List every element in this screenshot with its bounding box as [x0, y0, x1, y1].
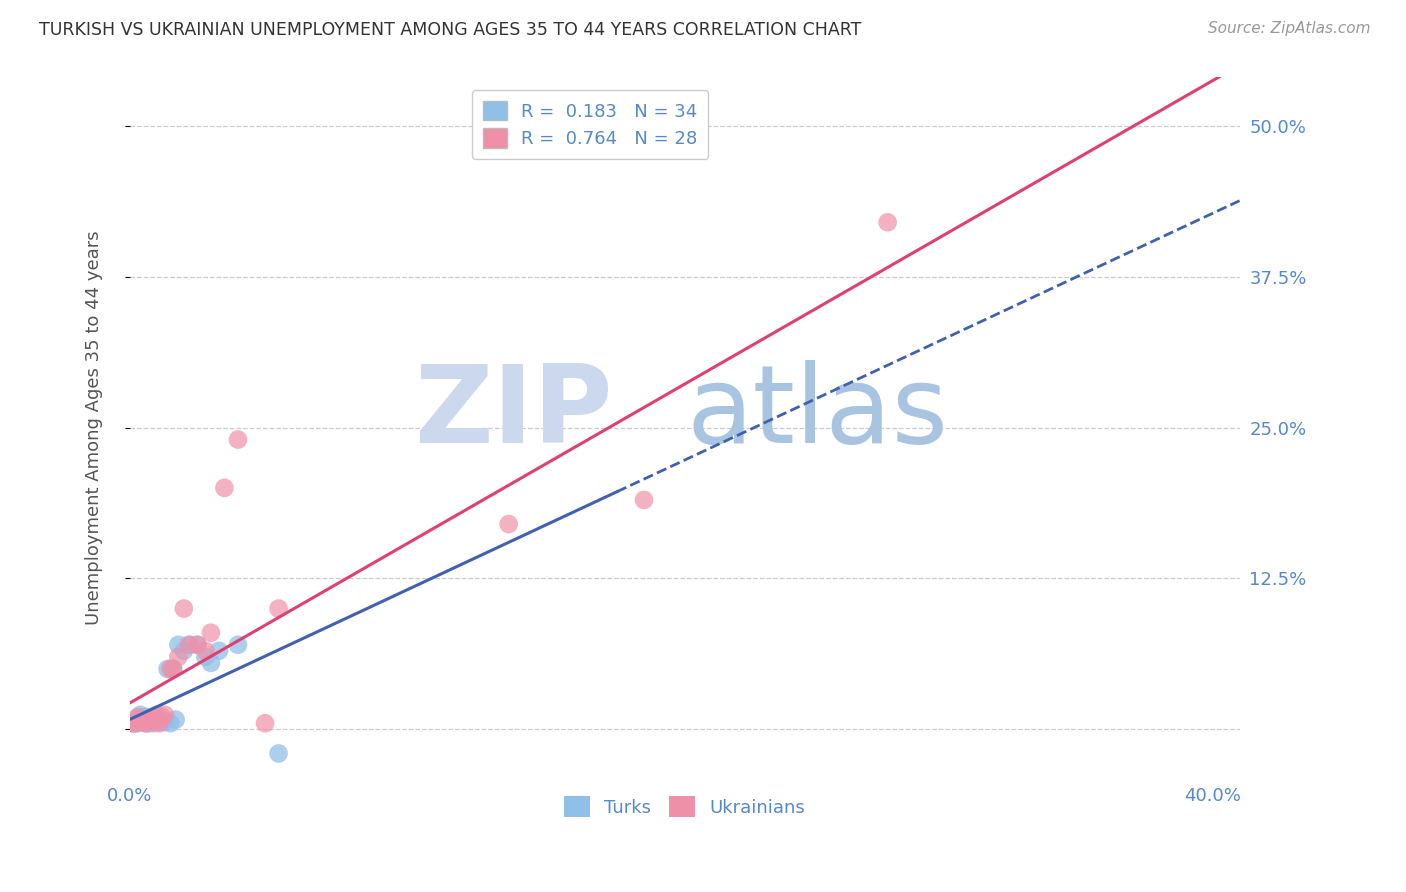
Point	[141, 714, 163, 729]
Point	[153, 707, 176, 722]
Point	[121, 716, 143, 731]
Point	[129, 713, 152, 727]
Point	[127, 710, 149, 724]
Point	[186, 638, 208, 652]
Point	[200, 625, 222, 640]
Point	[159, 716, 181, 731]
Point	[153, 714, 176, 729]
Point	[208, 644, 231, 658]
Point	[135, 710, 157, 724]
Point	[194, 649, 217, 664]
Point	[129, 707, 152, 722]
Point	[194, 644, 217, 658]
Text: Source: ZipAtlas.com: Source: ZipAtlas.com	[1208, 21, 1371, 36]
Point	[179, 638, 201, 652]
Point	[150, 710, 173, 724]
Point	[143, 710, 166, 724]
Point	[143, 716, 166, 731]
Point	[138, 716, 160, 731]
Point	[167, 649, 190, 664]
Point	[132, 714, 155, 729]
Point	[127, 710, 149, 724]
Point	[141, 714, 163, 729]
Text: ZIP: ZIP	[413, 360, 613, 467]
Point	[145, 713, 167, 727]
Point	[226, 433, 249, 447]
Point	[173, 601, 195, 615]
Point	[138, 713, 160, 727]
Point	[162, 662, 184, 676]
Y-axis label: Unemployment Among Ages 35 to 44 years: Unemployment Among Ages 35 to 44 years	[86, 230, 103, 624]
Point	[165, 713, 187, 727]
Point	[132, 710, 155, 724]
Point	[186, 638, 208, 652]
Point	[129, 713, 152, 727]
Point	[167, 638, 190, 652]
Point	[200, 656, 222, 670]
Point	[135, 716, 157, 731]
Point	[254, 716, 277, 731]
Point	[141, 710, 163, 724]
Point	[121, 716, 143, 731]
Point	[138, 713, 160, 727]
Point	[145, 713, 167, 727]
Point	[214, 481, 236, 495]
Point	[162, 662, 184, 676]
Point	[132, 714, 155, 729]
Point	[124, 716, 146, 731]
Point	[267, 747, 290, 761]
Point	[145, 707, 167, 722]
Point	[173, 644, 195, 658]
Point	[159, 662, 181, 676]
Point	[148, 716, 170, 731]
Point	[148, 714, 170, 729]
Point	[143, 713, 166, 727]
Point	[226, 638, 249, 652]
Point	[124, 716, 146, 731]
Point	[498, 517, 520, 532]
Point	[150, 714, 173, 728]
Point	[633, 492, 655, 507]
Point	[876, 215, 898, 229]
Point	[156, 662, 179, 676]
Legend: Turks, Ukrainians: Turks, Ukrainians	[557, 789, 811, 824]
Text: atlas: atlas	[686, 360, 949, 467]
Point	[135, 716, 157, 731]
Point	[179, 638, 201, 652]
Point	[127, 716, 149, 731]
Text: TURKISH VS UKRAINIAN UNEMPLOYMENT AMONG AGES 35 TO 44 YEARS CORRELATION CHART: TURKISH VS UKRAINIAN UNEMPLOYMENT AMONG …	[39, 21, 862, 38]
Point	[267, 601, 290, 615]
